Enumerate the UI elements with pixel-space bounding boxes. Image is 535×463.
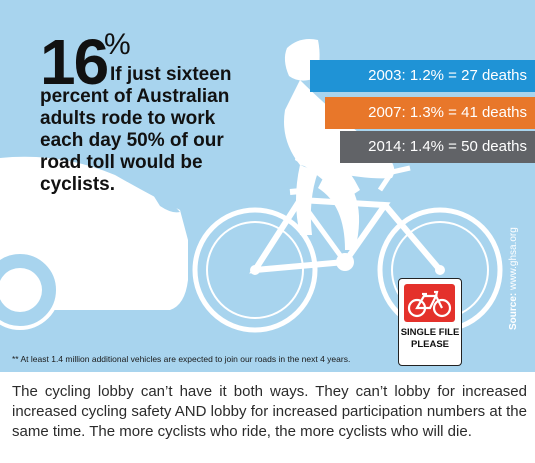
sign-text: SINGLE FILE PLEASE (399, 327, 461, 351)
source-credit: Source: www.ghsa.org (508, 227, 519, 330)
stat-number: 16 (40, 26, 109, 98)
deaths-band-2003: 2003: 1.2% = 27 deaths (310, 60, 535, 92)
footnote: ** At least 1.4 million additional vehic… (12, 354, 351, 364)
headline-text: percent of Australian adults rode to wor… (40, 86, 230, 195)
sign-line-2: PLEASE (410, 339, 449, 350)
headline-first-line: If just sixteen (110, 64, 232, 85)
single-file-sign: SINGLE FILE PLEASE (398, 278, 462, 366)
stat-percent-sign: % (104, 28, 131, 61)
deaths-band-2007: 2007: 1.3% = 41 deaths (325, 97, 535, 129)
source-label: Source: (508, 292, 519, 330)
bicycle-icon (407, 290, 452, 318)
source-site: www.ghsa.org (508, 227, 519, 290)
deaths-band-2014: 2014: 1.4% = 50 deaths (340, 131, 535, 163)
sign-red-plate (404, 284, 455, 322)
infographic-panel: 16 % If just sixteen percent of Australi… (0, 0, 535, 372)
caption-paragraph: The cycling lobby can’t have it both way… (12, 383, 527, 440)
sign-line-1: SINGLE FILE (400, 327, 460, 338)
